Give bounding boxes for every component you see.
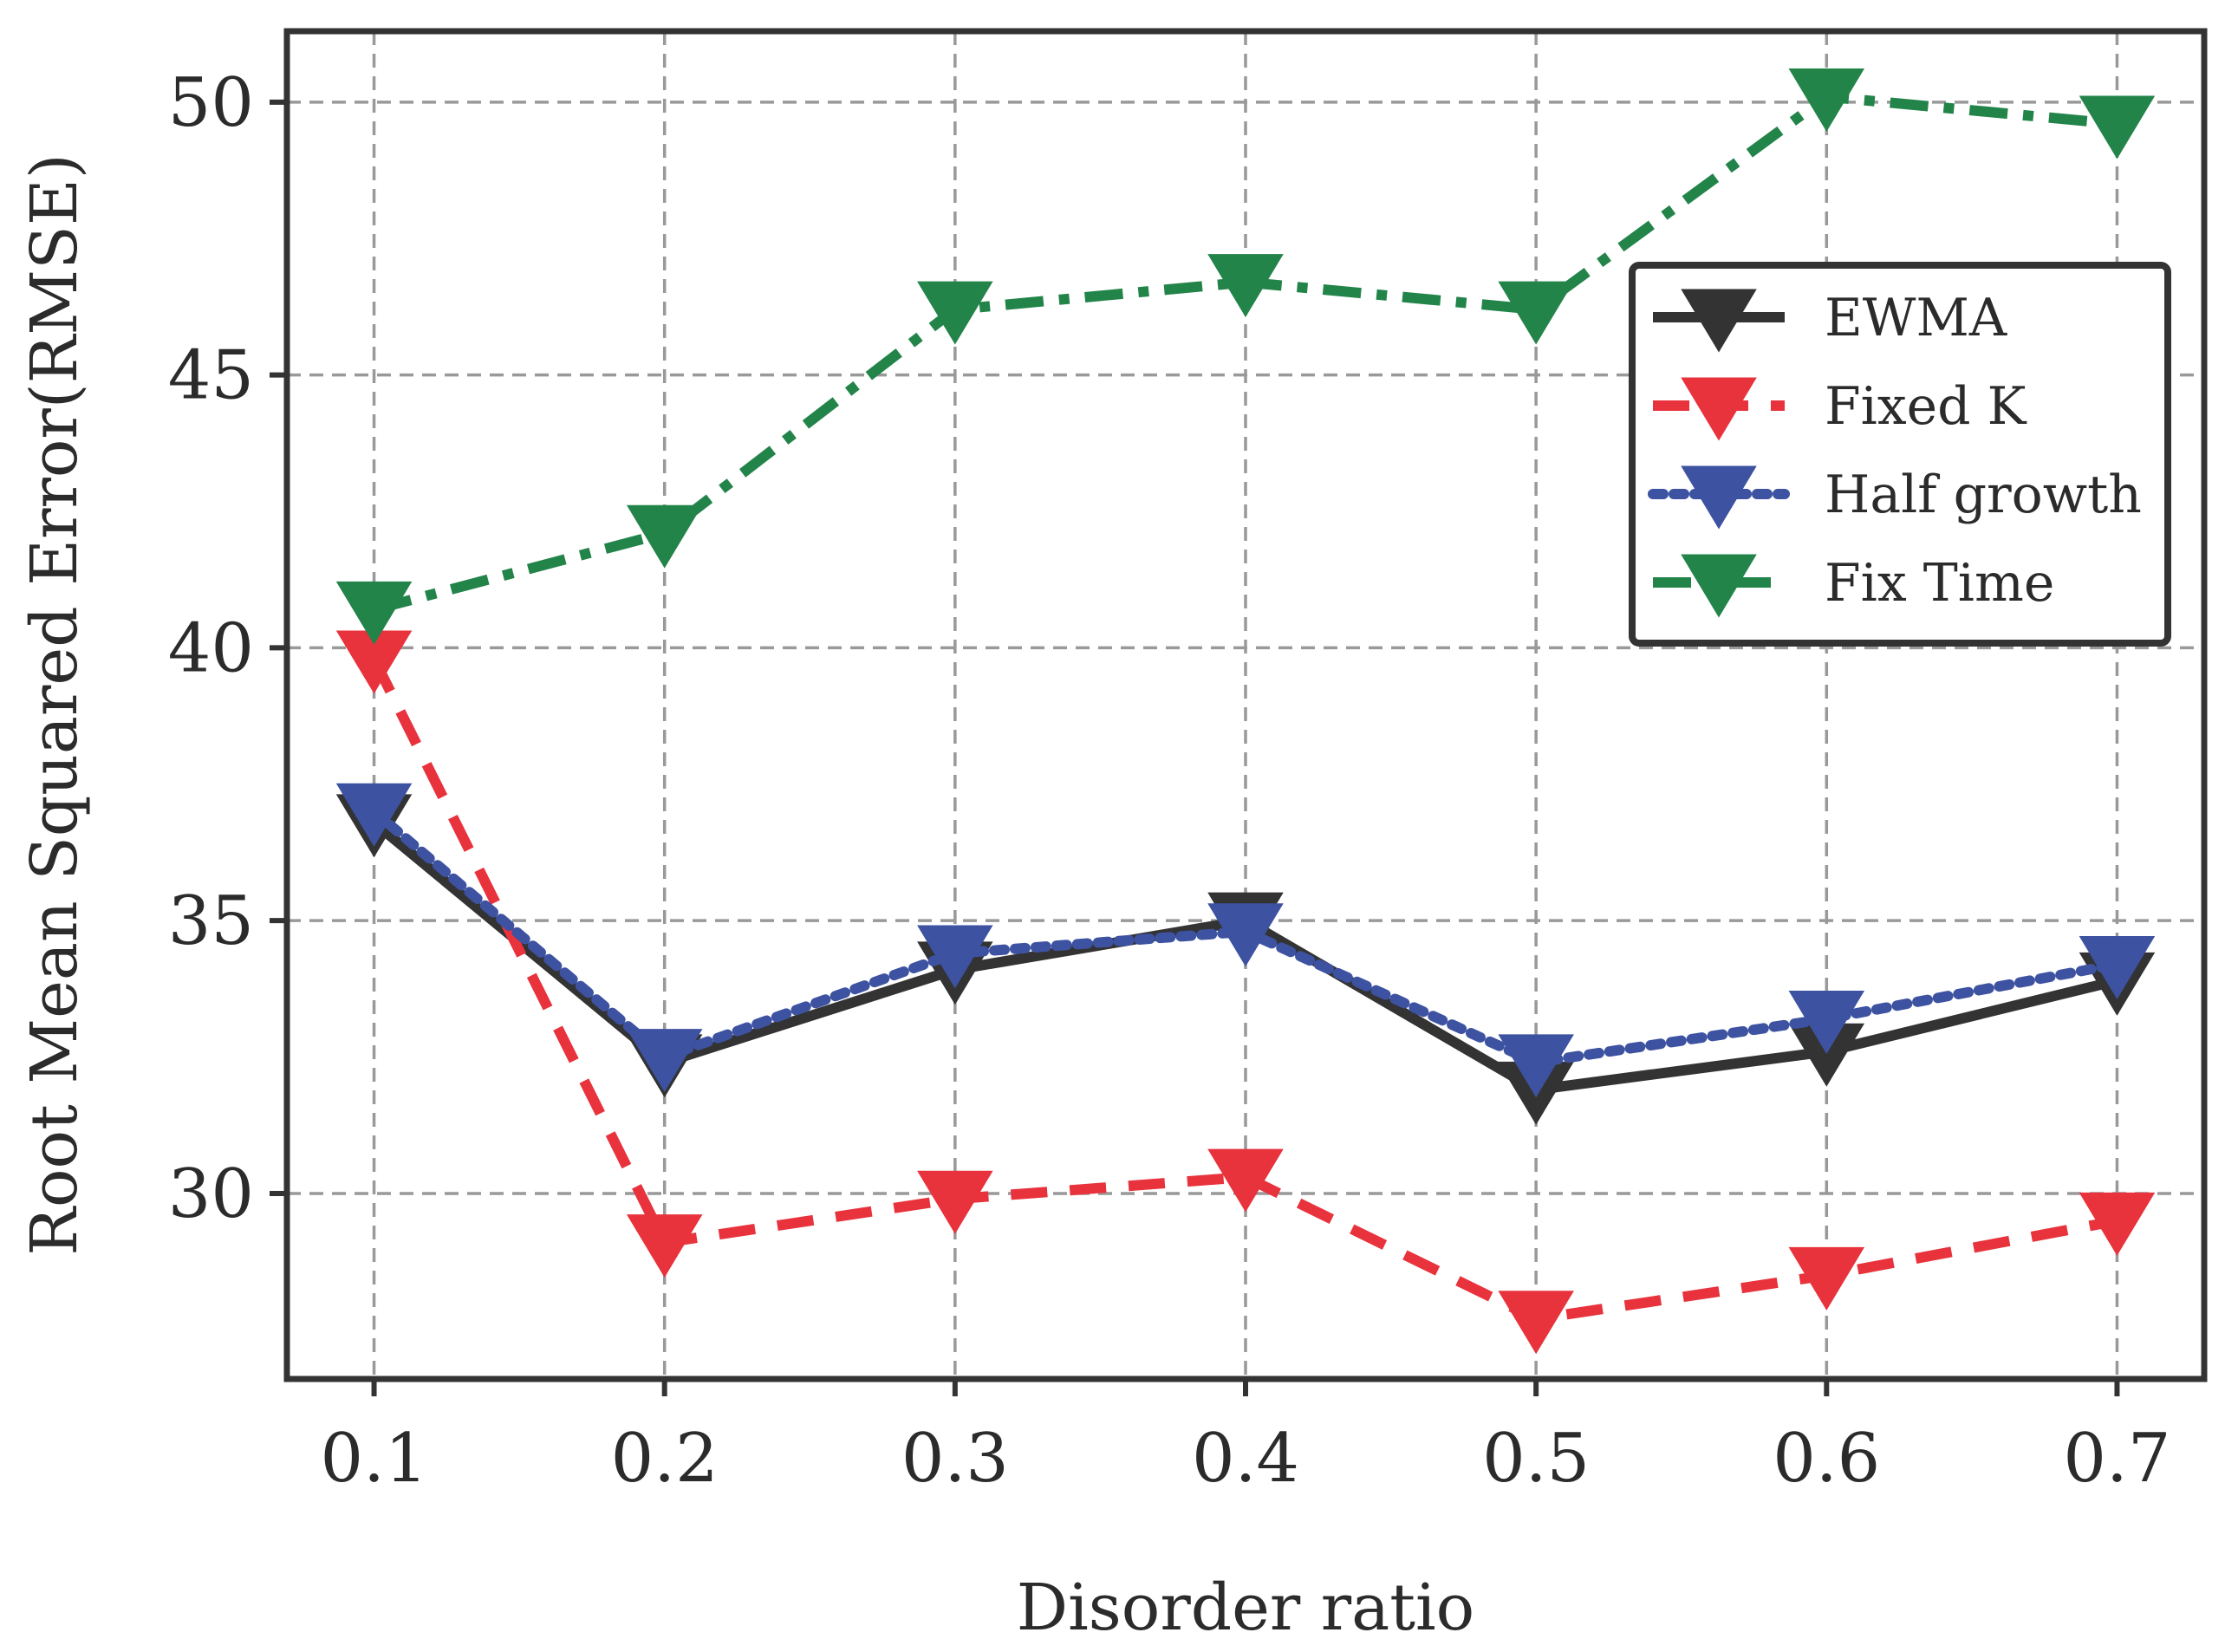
data-point-half-growth	[626, 1029, 703, 1093]
data-point-half-growth	[2079, 936, 2156, 999]
data-point-fix-time	[917, 281, 993, 345]
data-point-fix-time	[335, 581, 413, 645]
x-axis-label: Disorder ratio	[1017, 1571, 1474, 1645]
data-point-half-growth	[1788, 990, 1865, 1054]
x-tick-label: 0.5	[1482, 1420, 1590, 1498]
data-point-fix-time	[1207, 254, 1284, 318]
data-point-fixed-k	[2079, 1192, 2156, 1256]
x-tick-label: 0.6	[1773, 1420, 1880, 1498]
series-fixed-k	[335, 630, 2156, 1355]
data-point-half-growth	[917, 925, 993, 989]
series-layer	[335, 68, 2156, 1355]
x-tick-label: 0.1	[321, 1420, 428, 1498]
y-tick-label: 45	[168, 337, 254, 415]
x-tick-label: 0.4	[1192, 1420, 1299, 1498]
data-point-fix-time	[1498, 281, 1574, 345]
legend-label-half-growth: Half growth	[1825, 465, 2142, 525]
legend-marker-fixed-k	[1681, 377, 1757, 441]
data-point-half-growth	[1207, 903, 1284, 967]
data-point-fixed-k	[1207, 1148, 1284, 1213]
y-axis-label: Root Mean Squared Error(RMSE)	[17, 153, 92, 1255]
series-half-growth	[335, 783, 2156, 1098]
y-tick-label: 30	[168, 1155, 254, 1233]
data-point-fixed-k	[917, 1170, 993, 1234]
data-point-half-growth	[335, 783, 413, 847]
data-point-fixed-k	[1498, 1291, 1574, 1355]
data-point-fix-time	[626, 504, 703, 569]
axis-ticks: 0.1 0.2 0.3 0.4 0.5 0.6 0.7 30 35 40 45 50	[168, 64, 2171, 1498]
legend-label-fix-time: Fix Time	[1825, 553, 2054, 614]
y-tick-label: 50	[168, 64, 254, 142]
data-point-fix-time	[2079, 95, 2156, 159]
legend-box	[1629, 262, 2171, 647]
x-tick-label: 0.3	[901, 1420, 1009, 1498]
legend: EWMA Fixed K Half growth Fix Time	[1629, 262, 2171, 647]
data-point-fixed-k	[1788, 1246, 1865, 1311]
legend-marker-half-growth	[1681, 465, 1757, 530]
legend-label-fixed-k: Fixed K	[1825, 376, 2027, 437]
x-tick-label: 0.2	[611, 1420, 719, 1498]
data-point-fixed-k	[626, 1214, 703, 1278]
legend-marker-ewma	[1681, 289, 1757, 353]
y-tick-label: 40	[168, 609, 254, 687]
data-point-fix-time	[1788, 68, 1865, 132]
y-tick-label: 35	[168, 882, 254, 960]
legend-label-ewma: EWMA	[1825, 288, 2007, 348]
x-tick-label: 0.7	[2063, 1420, 2170, 1498]
legend-marker-fix-time	[1681, 554, 1757, 618]
series-fix-time	[335, 68, 2156, 645]
data-point-half-growth	[1498, 1034, 1574, 1098]
